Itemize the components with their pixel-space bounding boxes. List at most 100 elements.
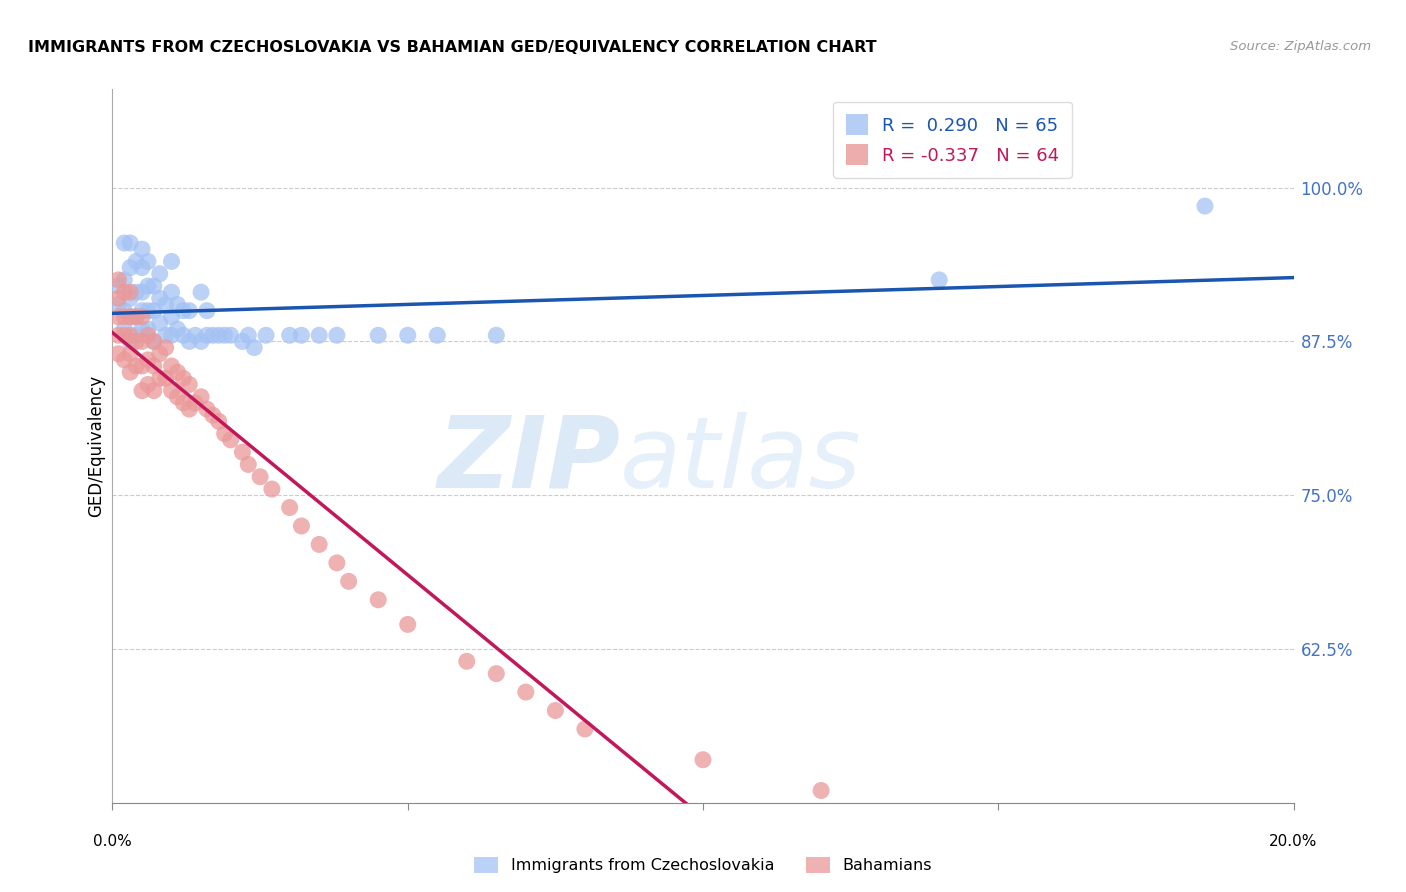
Point	[131, 242, 153, 256]
Point	[201, 409, 224, 423]
Point	[396, 328, 419, 343]
Point	[120, 328, 142, 343]
Point	[172, 396, 194, 410]
Point	[515, 685, 537, 699]
Point	[426, 328, 449, 343]
Point	[290, 328, 312, 343]
Point	[136, 279, 159, 293]
Point	[142, 303, 165, 318]
Point	[214, 328, 236, 343]
Point	[155, 341, 177, 355]
Legend: R =  0.290   N = 65, R = -0.337   N = 64: R = 0.290 N = 65, R = -0.337 N = 64	[834, 102, 1071, 178]
Point	[120, 235, 142, 250]
Point	[136, 254, 159, 268]
Point	[278, 500, 301, 515]
Point	[184, 328, 207, 343]
Point	[131, 359, 153, 373]
Point	[131, 334, 153, 349]
Point	[208, 414, 231, 428]
Point	[112, 235, 135, 250]
Point	[574, 722, 596, 736]
Point	[231, 445, 253, 459]
Point	[160, 310, 183, 324]
Point	[810, 783, 832, 797]
Point	[136, 303, 159, 318]
Point	[120, 310, 142, 324]
Point	[308, 328, 330, 343]
Point	[290, 519, 312, 533]
Point	[112, 273, 135, 287]
Point	[131, 303, 153, 318]
Point	[149, 267, 172, 281]
Point	[195, 303, 218, 318]
Point	[190, 334, 212, 349]
Point	[367, 328, 389, 343]
Y-axis label: GED/Equivalency: GED/Equivalency	[87, 375, 105, 517]
Point	[155, 297, 177, 311]
Point	[160, 384, 183, 398]
Point	[149, 347, 172, 361]
Point	[155, 371, 177, 385]
Point	[155, 328, 177, 343]
Point	[125, 359, 148, 373]
Point	[136, 377, 159, 392]
Point	[107, 273, 129, 287]
Point	[326, 328, 349, 343]
Point	[249, 469, 271, 483]
Point	[160, 359, 183, 373]
Point	[201, 328, 224, 343]
Text: ZIP: ZIP	[437, 412, 620, 508]
Point	[142, 384, 165, 398]
Point	[179, 402, 201, 417]
Legend: Immigrants from Czechoslovakia, Bahamians: Immigrants from Czechoslovakia, Bahamian…	[467, 850, 939, 880]
Point	[136, 352, 159, 367]
Point	[120, 334, 142, 349]
Text: Source: ZipAtlas.com: Source: ZipAtlas.com	[1230, 40, 1371, 54]
Text: IMMIGRANTS FROM CZECHOSLOVAKIA VS BAHAMIAN GED/EQUIVALENCY CORRELATION CHART: IMMIGRANTS FROM CZECHOSLOVAKIA VS BAHAMI…	[28, 40, 877, 55]
Point	[396, 617, 419, 632]
Point	[120, 260, 142, 275]
Point	[208, 328, 231, 343]
Point	[190, 390, 212, 404]
Point	[125, 310, 148, 324]
Point	[107, 347, 129, 361]
Point	[166, 297, 188, 311]
Point	[125, 328, 148, 343]
Text: atlas: atlas	[620, 412, 862, 508]
Point	[166, 322, 188, 336]
Point	[107, 328, 129, 343]
Text: 0.0%: 0.0%	[93, 833, 132, 848]
Point	[219, 433, 242, 447]
Point	[456, 654, 478, 668]
Point	[326, 556, 349, 570]
Point	[107, 279, 129, 293]
Point	[166, 390, 188, 404]
Point	[107, 310, 129, 324]
Point	[120, 310, 142, 324]
Point	[112, 310, 135, 324]
Point	[179, 377, 201, 392]
Point	[179, 303, 201, 318]
Point	[160, 328, 183, 343]
Point	[231, 334, 253, 349]
Point	[120, 365, 142, 379]
Point	[172, 371, 194, 385]
Point	[131, 384, 153, 398]
Point	[142, 334, 165, 349]
Point	[179, 334, 201, 349]
Point	[238, 328, 260, 343]
Point	[160, 285, 183, 300]
Point	[337, 574, 360, 589]
Point	[219, 328, 242, 343]
Point	[692, 753, 714, 767]
Point	[367, 592, 389, 607]
Point	[125, 310, 148, 324]
Point	[107, 297, 129, 311]
Point	[190, 285, 212, 300]
Point	[112, 328, 135, 343]
Point	[172, 303, 194, 318]
Point	[243, 341, 266, 355]
Point	[120, 291, 142, 305]
Point	[149, 371, 172, 385]
Point	[184, 396, 207, 410]
